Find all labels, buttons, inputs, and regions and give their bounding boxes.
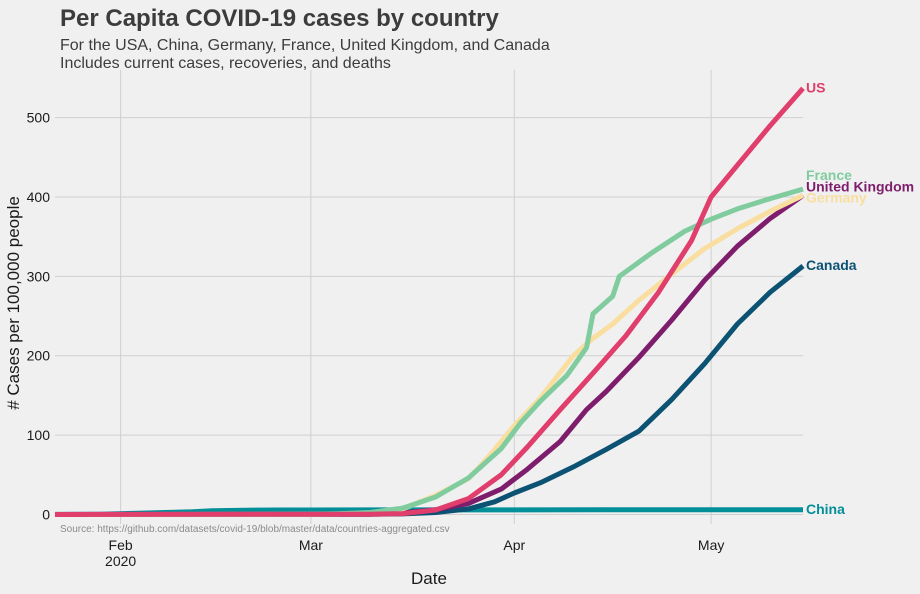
series-label-germany: Germany xyxy=(806,189,867,205)
series-label-us: US xyxy=(806,79,825,95)
source-note: Source: https://github.com/datasets/covi… xyxy=(60,524,450,535)
x-axis-label: Date xyxy=(411,569,447,588)
series-label-france: France xyxy=(806,167,852,183)
chart-subtitle-line-2: Includes current cases, recoveries, and … xyxy=(60,55,391,72)
y-tick-label: 500 xyxy=(27,110,51,126)
y-axis-label: # Cases per 100,000 people xyxy=(4,196,23,410)
x-tick-label: Mar xyxy=(299,537,323,553)
y-tick-label: 300 xyxy=(27,268,51,284)
y-tick-label: 0 xyxy=(42,506,50,522)
series-lines xyxy=(54,86,805,517)
y-tick-label: 200 xyxy=(27,348,51,364)
series-line-canada xyxy=(54,264,805,517)
y-tick-label: 100 xyxy=(27,427,51,443)
series-label-canada: Canada xyxy=(806,257,857,273)
chart-title: Per Capita COVID-19 cases by country xyxy=(60,5,499,32)
x-tick-label: May xyxy=(698,537,724,553)
x-tick-sublabel: 2020 xyxy=(105,553,136,569)
gridlines xyxy=(55,70,803,524)
series-line-us xyxy=(54,86,805,517)
series-label-united-kingdom: United Kingdom xyxy=(806,178,914,194)
series-line-france xyxy=(54,186,804,517)
y-tick-label: 400 xyxy=(27,189,51,205)
series-label-china: China xyxy=(806,501,845,517)
chart-subtitle-line-1: For the USA, China, Germany, France, Uni… xyxy=(60,37,550,54)
x-tick-label: Feb xyxy=(109,537,133,553)
x-tick-label: Apr xyxy=(503,537,525,553)
